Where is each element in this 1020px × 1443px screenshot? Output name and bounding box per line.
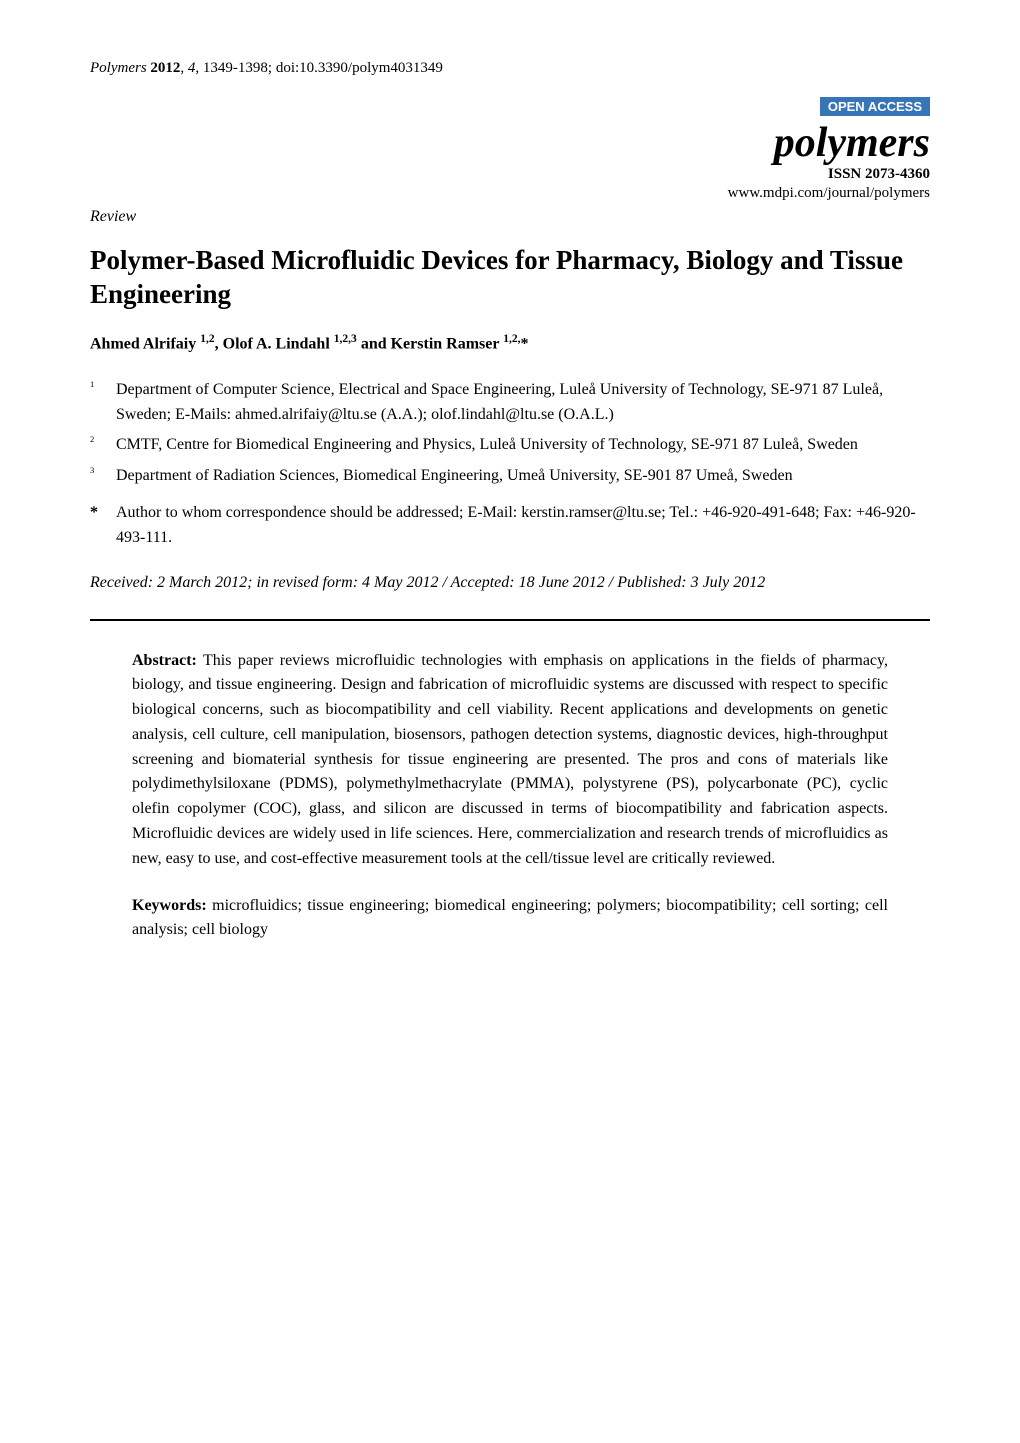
- issn: ISSN 2073-4360: [90, 166, 930, 183]
- correspondence-text: Author to whom correspondence should be …: [116, 501, 930, 551]
- affiliation-text: CMTF, Centre for Biomedical Engineering …: [116, 433, 930, 458]
- affiliation-2: 2 CMTF, Centre for Biomedical Engineerin…: [90, 433, 930, 458]
- open-access-badge: OPEN ACCESS: [820, 97, 930, 116]
- affiliation-3: 3 Department of Radiation Sciences, Biom…: [90, 464, 930, 489]
- affiliation-1: 1 Department of Computer Science, Electr…: [90, 378, 930, 428]
- authors-line: Ahmed Alrifaiy 1,2, Olof A. Lindahl 1,2,…: [90, 333, 930, 353]
- affiliation-marker: 3: [90, 464, 116, 489]
- citation-rest: , 4, 1349-1398; doi:10.3390/polym4031349: [180, 60, 443, 76]
- journal-name: Polymers: [90, 60, 147, 76]
- correspondence-marker: *: [90, 501, 116, 551]
- correspondence: * Author to whom correspondence should b…: [90, 501, 930, 551]
- running-head: Polymers 2012, 4, 1349-1398; doi:10.3390…: [90, 60, 930, 77]
- journal-url: www.mdpi.com/journal/polymers: [90, 185, 930, 202]
- journal-logo: polymers: [90, 124, 930, 164]
- publication-year: 2012: [150, 60, 180, 76]
- article-title: Polymer-Based Microfluidic Devices for P…: [90, 244, 930, 312]
- abstract-block: Abstract: This paper reviews microfluidi…: [90, 649, 930, 944]
- keywords-text: microfluidics; tissue engineering; biome…: [132, 897, 888, 939]
- abstract: Abstract: This paper reviews microfluidi…: [132, 649, 888, 872]
- affiliation-marker: 2: [90, 433, 116, 458]
- article-type: Review: [90, 208, 930, 226]
- abstract-text: This paper reviews microfluidic technolo…: [132, 652, 888, 867]
- horizontal-rule: [90, 619, 930, 621]
- article-dates: Received: 2 March 2012; in revised form:…: [90, 571, 930, 595]
- keywords-label: Keywords:: [132, 897, 207, 914]
- keywords: Keywords: microfluidics; tissue engineer…: [132, 894, 888, 944]
- affiliation-text: Department of Computer Science, Electric…: [116, 378, 930, 428]
- open-access-row: OPEN ACCESS: [90, 97, 930, 116]
- affiliation-text: Department of Radiation Sciences, Biomed…: [116, 464, 930, 489]
- abstract-label: Abstract:: [132, 652, 197, 669]
- affiliation-marker: 1: [90, 378, 116, 428]
